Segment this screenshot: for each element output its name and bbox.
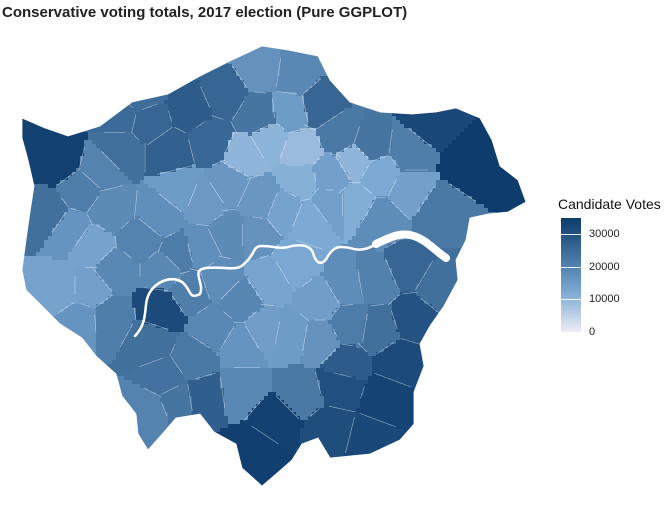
legend-tick <box>561 332 581 333</box>
color-scale-bar <box>561 218 581 332</box>
legend-tick <box>561 299 581 301</box>
legend-title: Candidate Votes <box>558 196 661 212</box>
legend-break-label: 0 <box>589 326 596 338</box>
map-title: Conservative voting totals, 2017 electio… <box>2 4 408 21</box>
legend-break-label: 20000 <box>589 260 620 273</box>
legend-tick <box>561 234 581 236</box>
legend-tick <box>561 266 581 268</box>
london-outline <box>21 45 527 487</box>
legend: Candidate Votes 30000 20000 10000 0 <box>558 196 661 338</box>
river-thames-estuary <box>372 230 450 262</box>
legend-break-label: 10000 <box>589 293 620 306</box>
river-thames <box>133 240 382 338</box>
legend-break-label: 30000 <box>589 228 620 241</box>
